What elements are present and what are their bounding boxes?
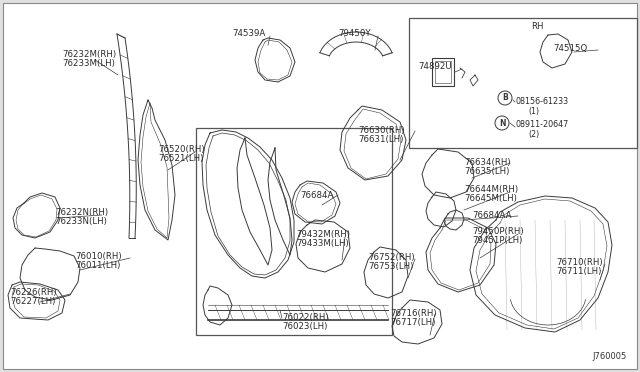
Text: 76023(LH): 76023(LH) (282, 322, 328, 331)
Bar (409, 18, 637, 148)
Text: 76010(RH): 76010(RH) (75, 252, 122, 261)
Text: 76716(RH): 76716(RH) (390, 309, 436, 318)
Text: 76684A: 76684A (300, 191, 333, 200)
Text: B: B (502, 93, 508, 103)
Text: 76233M(LH): 76233M(LH) (62, 59, 115, 68)
Text: 76232M(RH): 76232M(RH) (62, 50, 116, 59)
Text: 76635(LH): 76635(LH) (464, 167, 509, 176)
Text: 76227(LH): 76227(LH) (10, 297, 56, 306)
Text: (2): (2) (528, 130, 540, 139)
Text: (1): (1) (528, 107, 539, 116)
Text: 76645M(LH): 76645M(LH) (464, 194, 517, 203)
Text: 74539A: 74539A (232, 29, 265, 38)
Text: 76634(RH): 76634(RH) (464, 158, 511, 167)
Text: 79450P(RH): 79450P(RH) (472, 227, 524, 236)
Text: 79433M(LH): 79433M(LH) (296, 239, 349, 248)
Bar (435, 61, 451, 83)
Text: J760005: J760005 (592, 352, 627, 361)
Text: 76717(LH): 76717(LH) (390, 318, 435, 327)
Text: 76232N(RH): 76232N(RH) (55, 208, 108, 217)
Text: N: N (499, 119, 505, 128)
Text: 76631(LH): 76631(LH) (358, 135, 403, 144)
Text: 76011(LH): 76011(LH) (75, 261, 120, 270)
Text: 76710(RH): 76710(RH) (556, 258, 603, 267)
Text: 79432M(RH): 79432M(RH) (296, 230, 350, 239)
Text: 08911-20647: 08911-20647 (515, 120, 568, 129)
Text: 76711(LH): 76711(LH) (556, 267, 602, 276)
Text: 76753(LH): 76753(LH) (368, 262, 413, 271)
Text: RH: RH (531, 22, 543, 31)
Text: 74892U: 74892U (418, 62, 452, 71)
Text: 76233N(LH): 76233N(LH) (55, 217, 107, 226)
Text: 76752(RH): 76752(RH) (368, 253, 415, 262)
Text: 76520(RH): 76520(RH) (158, 145, 205, 154)
Bar (432, 58, 454, 86)
Text: 76684AA: 76684AA (472, 211, 511, 220)
Text: 79451P(LH): 79451P(LH) (472, 236, 522, 245)
Bar (196, 128, 392, 335)
Text: 76521(LH): 76521(LH) (158, 154, 204, 163)
Text: 76022(RH): 76022(RH) (282, 313, 328, 322)
Text: 76630(RH): 76630(RH) (358, 126, 404, 135)
Text: 79450Y: 79450Y (338, 29, 371, 38)
Text: 76644M(RH): 76644M(RH) (464, 185, 518, 194)
Text: 76226(RH): 76226(RH) (10, 288, 56, 297)
Text: 08156-61233: 08156-61233 (515, 97, 568, 106)
Text: 74515Q: 74515Q (553, 44, 588, 53)
